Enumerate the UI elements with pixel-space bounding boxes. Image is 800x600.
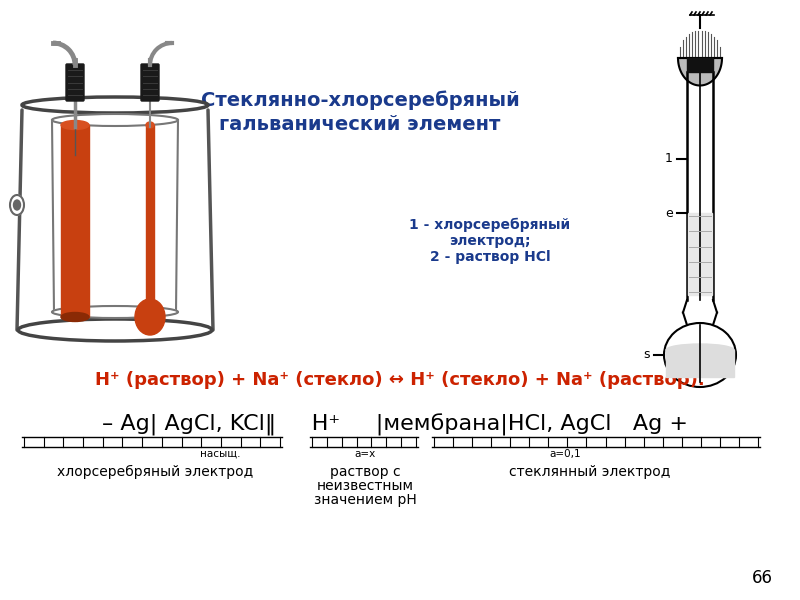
Text: 2 - раствор HCl: 2 - раствор HCl [430, 250, 550, 264]
Text: 66: 66 [751, 569, 773, 587]
Ellipse shape [61, 313, 89, 322]
Bar [61, 125, 89, 317]
Text: Стеклянно-хлорсеребряный: Стеклянно-хлорсеребряный [201, 90, 519, 110]
Text: электрод;: электрод; [450, 234, 530, 248]
Ellipse shape [14, 200, 21, 210]
Text: a=x: a=x [354, 449, 376, 459]
Bar [146, 125, 154, 302]
Ellipse shape [61, 121, 89, 130]
Ellipse shape [146, 122, 154, 128]
Text: s: s [643, 349, 650, 361]
Ellipse shape [135, 299, 165, 335]
Text: 1 - хлорсеребряный: 1 - хлорсеребряный [410, 218, 570, 232]
Text: e: e [666, 207, 673, 220]
Text: – Ag| AgCl, KCl‖     H⁺     |мембрана|HCl, AgCl   Ag +: – Ag| AgCl, KCl‖ H⁺ |мембрана|HCl, AgCl … [102, 414, 688, 436]
Text: хлорсеребряный электрод: хлорсеребряный электрод [57, 465, 253, 479]
FancyBboxPatch shape [141, 64, 159, 101]
Ellipse shape [666, 344, 734, 356]
Ellipse shape [18, 319, 212, 341]
Bar [688, 214, 712, 295]
Polygon shape [678, 58, 722, 85]
Text: насыщ.: насыщ. [200, 449, 240, 459]
Text: стеклянный электрод: стеклянный электрод [510, 465, 670, 479]
Text: раствор с: раствор с [330, 465, 400, 479]
Text: значением pH: значением pH [314, 493, 416, 507]
Ellipse shape [664, 323, 736, 387]
Ellipse shape [52, 114, 178, 126]
Text: H⁺ (раствор) + Na⁺ (стекло) ↔ H⁺ (стекло) + Na⁺ (раствор).: H⁺ (раствор) + Na⁺ (стекло) ↔ H⁺ (стекло… [95, 371, 705, 389]
Text: 1: 1 [665, 152, 673, 165]
Text: a=0,1: a=0,1 [549, 449, 581, 459]
Ellipse shape [10, 195, 24, 215]
Bar [687, 58, 713, 72]
Ellipse shape [52, 306, 178, 318]
Ellipse shape [22, 97, 208, 113]
Text: неизвестным: неизвестным [317, 479, 414, 493]
FancyBboxPatch shape [66, 64, 84, 101]
Text: гальванический элемент: гальванический элемент [219, 115, 501, 134]
Bar [666, 350, 734, 377]
